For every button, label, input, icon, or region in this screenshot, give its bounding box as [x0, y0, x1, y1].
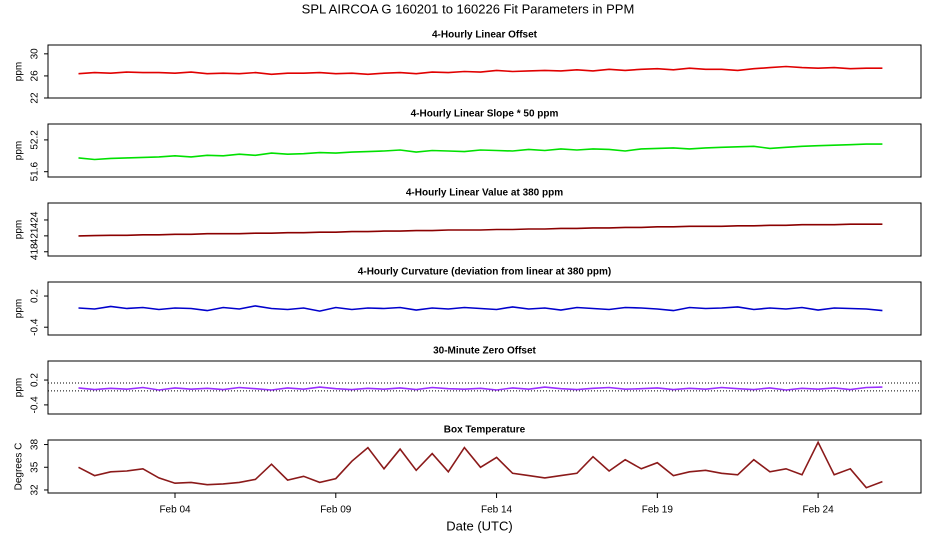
y-tick-label: -0.4 [30, 318, 41, 336]
panel-title: 30-Minute Zero Offset [433, 346, 536, 357]
x-tick-label: Feb 19 [642, 505, 674, 516]
y-tick-label: -0.4 [30, 396, 41, 414]
panel-frame [47, 281, 922, 336]
y-tick-label: 51.6 [30, 162, 41, 182]
y-tick-label: 26 [30, 70, 41, 82]
x-tick-label: Feb 14 [481, 505, 513, 516]
y-axis-label: ppm [14, 299, 25, 318]
y-tick-label: 32 [30, 484, 41, 496]
y-tick-label: 0.2 [30, 373, 41, 387]
y-tick-label: 424 [30, 211, 41, 228]
y-tick-label: 418 [30, 243, 41, 260]
data-line [78, 440, 883, 489]
data-line [78, 305, 883, 312]
panel-title: 4-Hourly Curvature (deviation from linea… [358, 267, 611, 278]
x-tick-label: Feb 24 [803, 505, 835, 516]
page-title: SPL AIRCOA G 160201 to 160226 Fit Parame… [302, 1, 635, 16]
y-axis-label: ppm [14, 62, 25, 81]
data-line [78, 65, 883, 76]
panel-frame [47, 360, 922, 415]
x-axis-label: Date (UTC) [446, 518, 512, 533]
y-tick-label: 30 [30, 48, 41, 60]
panel-frame [47, 44, 922, 99]
panel-title: 4-Hourly Linear Slope * 50 ppm [411, 109, 559, 120]
data-line [78, 143, 883, 161]
panel-title: 4-Hourly Linear Value at 380 ppm [406, 188, 563, 199]
data-line [78, 386, 883, 391]
panel-title: Box Temperature [444, 425, 526, 436]
data-line [78, 223, 883, 237]
panel-frame [47, 202, 922, 257]
y-tick-label: 421 [30, 227, 41, 244]
y-tick-label: 35 [30, 461, 41, 473]
y-tick-label: 0.2 [30, 289, 41, 303]
y-tick-label: 52.2 [30, 130, 41, 150]
y-tick-label: 22 [30, 92, 41, 104]
panel-title: 4-Hourly Linear Offset [432, 30, 538, 41]
y-axis-label: Degrees C [14, 443, 25, 491]
y-axis-label: ppm [14, 378, 25, 397]
y-axis-label: ppm [14, 141, 25, 160]
panel-frame [47, 439, 922, 494]
panel-frame [47, 123, 922, 178]
x-tick-label: Feb 04 [159, 505, 191, 516]
y-tick-label: 38 [30, 439, 41, 451]
x-tick-label: Feb 09 [320, 505, 352, 516]
y-axis-label: ppm [14, 220, 25, 239]
